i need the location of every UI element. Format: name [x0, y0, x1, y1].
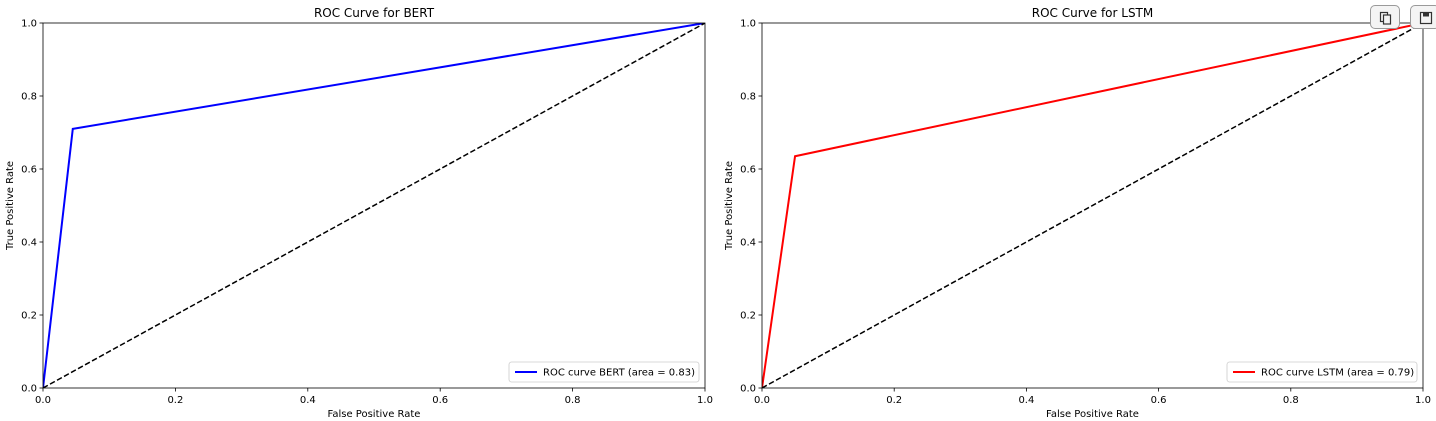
copy-button[interactable] — [1370, 5, 1400, 29]
y-tick-label: 0.0 — [740, 384, 756, 395]
y-tick-label: 0.6 — [21, 165, 37, 176]
roc-curve-line — [762, 23, 1423, 388]
x-tick-label: 0.8 — [565, 395, 581, 406]
y-tick-label: 0.8 — [740, 92, 756, 103]
legend-label: ROC curve LSTM (area = 0.79) — [1261, 368, 1414, 379]
x-tick-label: 0.2 — [167, 395, 183, 406]
legend: ROC curve BERT (area = 0.83) — [508, 361, 700, 383]
x-tick-label: 0.4 — [1018, 395, 1034, 406]
legend-label: ROC curve BERT (area = 0.83) — [543, 368, 695, 379]
x-tick-label: 0.0 — [35, 395, 51, 406]
y-tick-label: 0.0 — [21, 384, 37, 395]
y-tick-label: 0.6 — [740, 165, 756, 176]
plot-area — [762, 23, 1423, 388]
y-tick-label: 0.2 — [21, 311, 37, 322]
chart-1: 0.0 0.2 0.4 0.6 0.8 1.0 0.0 0.2 0.4 0.6 0.8 1.0 ROC … — [5, 6, 713, 420]
chance-diagonal-line — [43, 23, 705, 388]
legend-box — [1226, 361, 1418, 383]
legend: ROC curve LSTM (area = 0.79) — [1226, 361, 1418, 383]
x-tick-label: 0.8 — [1283, 395, 1299, 406]
plot-area — [43, 23, 705, 388]
x-tick-label: 1.0 — [697, 395, 713, 406]
x-tick-label: 0.2 — [886, 395, 902, 406]
y-tick-label: 0.8 — [21, 92, 37, 103]
chart-title: ROC Curve for LSTM — [1032, 6, 1154, 20]
y-tick-label: 0.4 — [740, 238, 756, 249]
chart-2: 0.0 0.2 0.4 0.6 0.8 1.0 0.0 0.2 0.4 0.6 0.8 1.0 ROC … — [724, 6, 1431, 420]
x-tick-label: 0.6 — [432, 395, 448, 406]
save-button[interactable] — [1410, 5, 1436, 29]
x-tick-label: 0.0 — [754, 395, 770, 406]
y-tick-label: 1.0 — [740, 19, 756, 30]
legend-box — [508, 361, 700, 383]
x-axis-label: False Positive Rate — [1046, 409, 1139, 420]
axes-frame — [42, 22, 706, 389]
y-axis-label: True Positive Rate — [5, 161, 16, 251]
axes-frame — [761, 22, 1424, 389]
x-axis-label: False Positive Rate — [328, 409, 421, 420]
save-icon — [1419, 11, 1433, 25]
chance-diagonal-line — [762, 23, 1423, 388]
y-tick-label: 1.0 — [21, 19, 37, 30]
y-tick-label: 0.2 — [740, 311, 756, 322]
y-tick-label: 0.4 — [21, 238, 37, 249]
copy-icon — [1379, 11, 1392, 25]
x-tick-label: 0.4 — [300, 395, 316, 406]
y-axis-label: True Positive Rate — [724, 161, 735, 251]
x-tick-label: 1.0 — [1415, 395, 1431, 406]
x-tick-label: 0.6 — [1151, 395, 1167, 406]
roc-curve-line — [43, 23, 705, 388]
chart-title: ROC Curve for BERT — [314, 6, 435, 20]
